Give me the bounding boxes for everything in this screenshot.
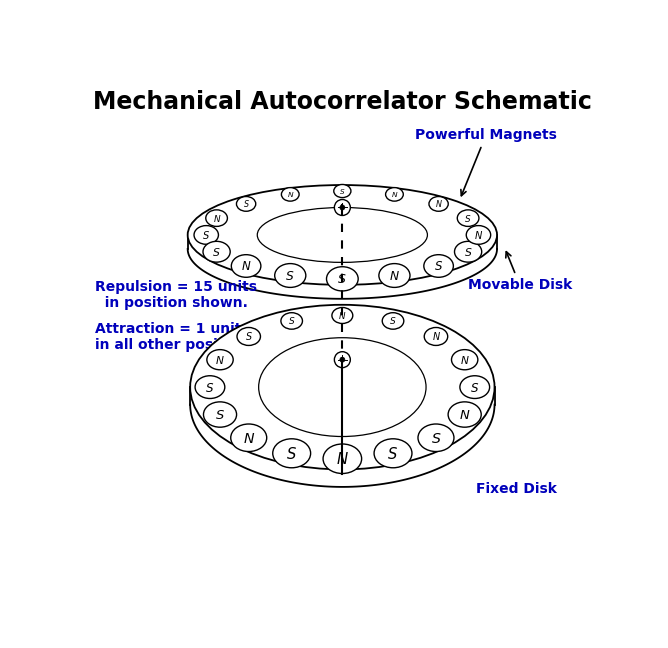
Text: N: N [242,260,250,273]
Text: S: S [432,432,440,446]
Text: S: S [340,189,345,195]
Circle shape [340,357,345,362]
Text: S: S [466,214,471,224]
Text: S: S [465,248,472,258]
Text: N: N [461,356,469,365]
Ellipse shape [374,439,412,468]
Ellipse shape [237,327,261,345]
Text: N: N [432,332,440,342]
Ellipse shape [257,207,428,262]
Text: S: S [287,270,294,283]
Ellipse shape [327,267,358,291]
Text: S: S [339,273,346,286]
Text: N: N [391,192,397,198]
Ellipse shape [448,402,481,427]
Text: Attraction = 1 unit
in all other positions.: Attraction = 1 unit in all other positio… [96,322,263,353]
Text: N: N [213,214,220,224]
Ellipse shape [231,255,261,277]
Ellipse shape [236,196,256,211]
Text: N: N [216,356,224,365]
Text: N: N [337,452,348,467]
Ellipse shape [281,313,303,329]
Ellipse shape [466,226,491,244]
Text: S: S [244,200,248,209]
Ellipse shape [418,424,454,452]
Text: S: S [203,231,209,241]
Ellipse shape [382,313,403,329]
Circle shape [335,200,350,216]
Ellipse shape [454,241,482,262]
Text: S: S [206,382,214,395]
Ellipse shape [275,264,306,288]
Ellipse shape [452,350,478,370]
Text: Mechanical Autocorrelator Schematic: Mechanical Autocorrelator Schematic [93,90,592,114]
Text: Repulsion = 15 units
  in position shown.: Repulsion = 15 units in position shown. [96,280,257,310]
Ellipse shape [458,210,479,226]
Ellipse shape [207,350,233,370]
Text: N: N [390,270,399,283]
Ellipse shape [385,187,403,201]
Ellipse shape [379,264,410,288]
Text: S: S [388,446,397,462]
Text: S: S [289,318,295,327]
Ellipse shape [203,241,230,262]
Text: Powerful Magnets: Powerful Magnets [415,128,557,196]
Text: N: N [436,200,442,209]
Text: S: S [287,446,297,462]
Text: S: S [246,332,252,342]
Ellipse shape [424,327,448,345]
Ellipse shape [460,376,490,399]
Text: Movable Disk: Movable Disk [468,251,572,292]
Text: S: S [471,382,478,395]
Ellipse shape [259,338,426,437]
Ellipse shape [195,376,225,399]
Ellipse shape [194,226,218,244]
Text: N: N [475,231,482,241]
Ellipse shape [230,424,267,452]
Ellipse shape [190,305,494,469]
Text: N: N [339,312,345,321]
Ellipse shape [273,439,311,468]
Text: N: N [243,432,254,446]
Text: N: N [460,409,470,422]
Ellipse shape [206,210,227,226]
Circle shape [340,205,345,210]
Circle shape [335,352,350,367]
Ellipse shape [204,402,236,427]
Ellipse shape [429,196,448,211]
Text: S: S [390,318,396,327]
Ellipse shape [323,444,361,474]
Ellipse shape [334,185,351,198]
Text: S: S [435,260,442,273]
Text: S: S [213,248,220,258]
Ellipse shape [424,255,454,277]
Ellipse shape [188,185,497,285]
Ellipse shape [332,308,353,323]
Text: N: N [287,192,293,198]
Ellipse shape [281,187,299,201]
Text: S: S [216,409,224,422]
Text: Fixed Disk: Fixed Disk [476,482,557,496]
